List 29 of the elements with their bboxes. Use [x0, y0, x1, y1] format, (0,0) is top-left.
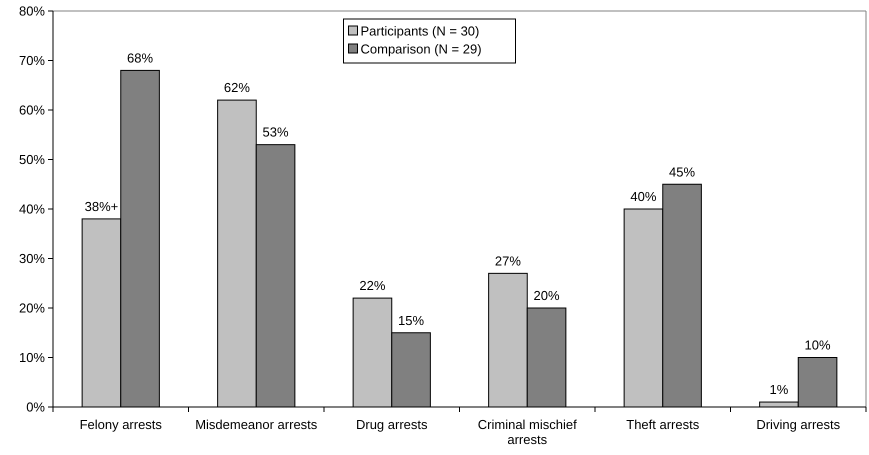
data-label: 68%: [127, 50, 154, 66]
data-label: 1%: [770, 382, 789, 398]
data-label: 22%: [359, 278, 386, 294]
y-tick-label: 30%: [18, 251, 46, 266]
data-label: 45%: [669, 164, 696, 180]
y-tick-label: 80%: [18, 4, 46, 19]
y-tick-label: 60%: [18, 102, 46, 118]
x-tick-label: Drug arrests: [356, 417, 428, 432]
data-label: 62%: [224, 80, 250, 96]
y-tick-label: 50%: [18, 152, 46, 168]
x-tick-label: Misdemeanor arrests: [195, 417, 318, 432]
legend-label: Comparison (N = 29): [360, 42, 482, 57]
data-label: 40%: [630, 189, 657, 204]
y-tick-label: 40%: [18, 202, 46, 217]
data-label: 27%: [494, 253, 522, 268]
data-label: 53%: [262, 124, 290, 140]
data-label: 10%: [804, 338, 832, 352]
data-label: 20%: [534, 288, 560, 303]
y-tick-label: 0%: [26, 400, 46, 415]
legend-label: Participants (N = 30): [360, 24, 480, 39]
x-tick-label: Felony arrests: [80, 417, 162, 432]
y-tick-label: 20%: [18, 300, 46, 316]
y-tick-label: 70%: [18, 53, 46, 68]
x-tick-label: Theft arrests: [626, 417, 700, 432]
y-tick-label: 10%: [18, 350, 46, 366]
x-tick-label: Criminal mischief arrests: [478, 417, 578, 447]
data-label: 15%: [398, 312, 425, 328]
data-label: 38%+: [84, 198, 118, 214]
x-tick-label: Driving arrests: [756, 417, 841, 432]
